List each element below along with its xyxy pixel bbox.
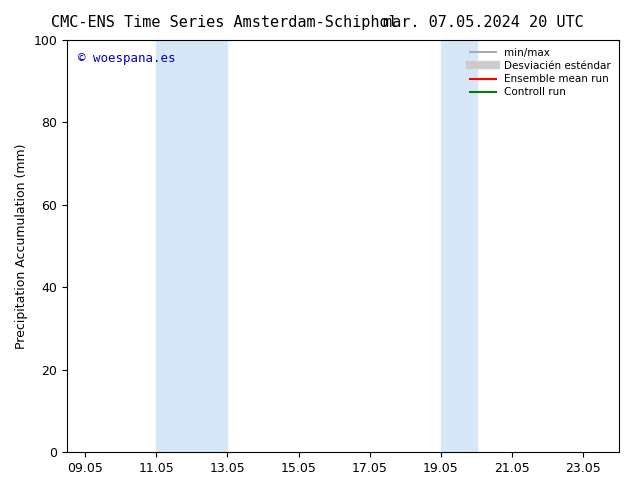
Text: mar. 07.05.2024 20 UTC: mar. 07.05.2024 20 UTC: [382, 15, 583, 30]
Text: © woespana.es: © woespana.es: [78, 52, 176, 65]
Bar: [156, 40, 228, 452]
Bar: [441, 40, 477, 452]
Legend: min/max, Desviacién esténdar, Ensemble mean run, Controll run: min/max, Desviacién esténdar, Ensemble m…: [467, 45, 614, 100]
Y-axis label: Precipitation Accumulation (mm): Precipitation Accumulation (mm): [15, 143, 28, 349]
Text: CMC-ENS Time Series Amsterdam-Schiphol: CMC-ENS Time Series Amsterdam-Schiphol: [51, 15, 398, 30]
